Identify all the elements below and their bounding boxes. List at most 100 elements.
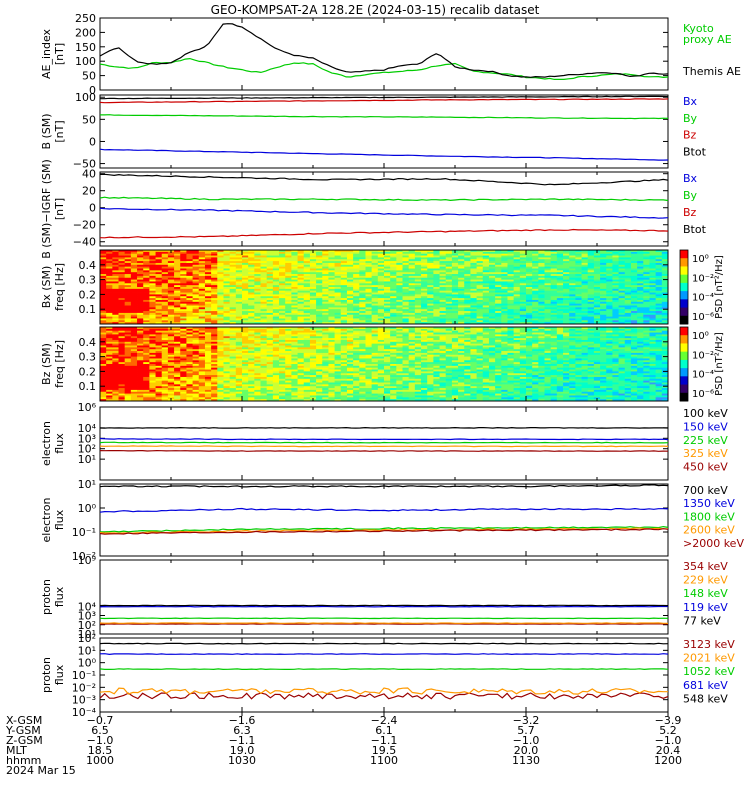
spectrogram-cell	[439, 268, 447, 271]
spectrogram-cell	[279, 298, 286, 301]
spectrogram-cell	[581, 255, 589, 258]
spectrogram-cell	[248, 262, 255, 266]
spectrogram-cell	[260, 281, 268, 284]
spectrogram-cell	[174, 303, 181, 306]
spectrogram-cell	[272, 341, 280, 345]
spectrogram-cell	[229, 352, 237, 356]
spectrogram-cell	[353, 281, 360, 284]
spectrogram-cell	[266, 288, 274, 292]
spectrogram-cell	[106, 290, 113, 293]
spectrogram-cell	[402, 309, 410, 312]
spectrogram-cell	[112, 382, 119, 385]
spectrogram-cell	[390, 253, 397, 256]
spectrogram-cell	[408, 279, 416, 282]
spectrogram-cell	[365, 309, 373, 312]
spectrogram-cell	[600, 318, 607, 321]
spectrogram-cell	[180, 272, 187, 275]
spectrogram-cell	[242, 336, 249, 339]
spectrogram-cell	[316, 318, 323, 321]
spectrogram-cell	[643, 316, 650, 319]
spectrogram-cell	[254, 262, 261, 266]
spectrogram-cell	[630, 272, 638, 275]
spectrogram-cell	[384, 316, 391, 319]
spectrogram-cell	[488, 314, 496, 317]
spectrogram-cell	[556, 253, 564, 256]
spectrogram-cell	[402, 257, 410, 260]
spectrogram-cell	[612, 274, 619, 277]
spectrogram-cell	[414, 275, 422, 279]
spectrogram-cell	[661, 277, 669, 280]
spectrogram-cell	[254, 296, 261, 299]
spectrogram-cell	[408, 272, 416, 275]
spectrogram-cell	[124, 314, 132, 317]
spectrogram-cell	[254, 382, 261, 385]
spectrogram-cell	[248, 345, 255, 348]
spectrogram-cell	[353, 283, 360, 286]
spectrogram-cell	[198, 399, 206, 402]
spectrogram-cell	[279, 311, 286, 314]
spectrogram-cell	[254, 270, 261, 273]
colorbar-segment	[680, 315, 688, 325]
spectrogram-cell	[266, 316, 274, 319]
spectrogram-cell	[167, 334, 175, 337]
spectrogram-cell	[451, 314, 459, 317]
spectrogram-cell	[550, 299, 558, 303]
spectrogram-cell	[217, 277, 224, 280]
spectrogram-cell	[377, 311, 385, 314]
spectrogram-cell	[346, 251, 354, 255]
spectrogram-cell	[612, 309, 619, 312]
spectrogram-cell	[390, 305, 397, 308]
spectrogram-cell	[155, 369, 163, 372]
spectrogram-cell	[285, 257, 292, 260]
spectrogram-cell	[192, 309, 200, 312]
spectrogram-cell	[217, 266, 224, 269]
spectrogram-cell	[587, 320, 595, 323]
spectrogram-cell	[346, 253, 354, 256]
spectrogram-cell	[328, 251, 335, 255]
spectrogram-cell	[612, 253, 619, 256]
spectrogram-cell	[204, 270, 212, 273]
spectrogram-cell	[143, 250, 150, 253]
spectrogram-cell	[248, 334, 255, 337]
spectrogram-cell	[167, 255, 175, 258]
spectrogram-cell	[303, 279, 311, 282]
spectrogram-cell	[519, 272, 527, 275]
spectrogram-cell	[346, 296, 354, 299]
spectrogram-cell	[600, 322, 607, 325]
spectrogram-cell	[649, 279, 657, 282]
spectrogram-cell	[161, 369, 169, 372]
spectrogram-cell	[186, 399, 193, 402]
spectrogram-cell	[211, 257, 218, 260]
spectrogram-cell	[124, 362, 132, 365]
spectrogram-cell	[476, 272, 484, 275]
spectrogram-cell	[488, 288, 496, 292]
spectrogram-cell	[155, 351, 163, 354]
spectrogram-cell	[130, 253, 138, 256]
y-tick-label: 100	[75, 91, 96, 104]
spectrogram-cell	[414, 279, 422, 282]
spectrogram-cell	[470, 294, 477, 297]
spectrogram-cell	[229, 264, 237, 268]
series-line-themis-ae	[99, 23, 669, 78]
spectrogram-cell	[124, 330, 132, 333]
spectrogram-cell	[445, 299, 453, 303]
spectrogram-cell	[180, 378, 187, 382]
spectrogram-cell	[316, 275, 323, 279]
spectrogram-cell	[161, 330, 169, 333]
spectrogram-cell	[593, 307, 601, 310]
spectrogram-cell	[130, 328, 138, 332]
spectrogram-cell	[353, 309, 360, 312]
spectrogram-cell	[143, 316, 150, 319]
spectrogram-cell	[575, 312, 582, 316]
spectrogram-cell	[137, 386, 144, 389]
spectrogram-cell	[248, 318, 255, 321]
spectrogram-cell	[353, 299, 360, 303]
spectrogram-cell	[643, 318, 650, 321]
spectrogram-cell	[167, 364, 175, 367]
spectrogram-cell	[242, 351, 249, 354]
spectrogram-cell	[223, 328, 231, 332]
spectrogram-cell	[124, 287, 132, 290]
spectrogram-cell	[495, 303, 502, 306]
spectrogram-cell	[161, 351, 169, 354]
spectrogram-cell	[260, 393, 268, 396]
